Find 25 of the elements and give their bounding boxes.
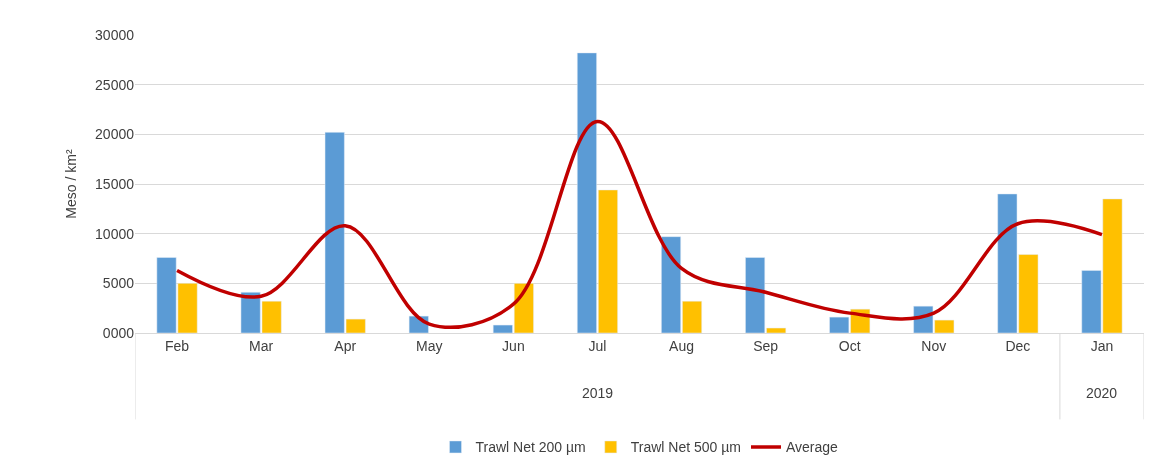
legend-label: Trawl Net 200 µm xyxy=(475,439,586,456)
x-tick-label: Aug xyxy=(669,337,694,354)
y-tick-label: 15000 xyxy=(95,175,135,192)
y-tick-label: 20000 xyxy=(95,126,135,143)
x-tick-label: Oct xyxy=(838,337,861,354)
text: 2020 xyxy=(1086,385,1118,401)
y-tick-label: 0000 xyxy=(102,324,135,341)
x-tick-label: Jul xyxy=(588,337,607,354)
x-tick-label: Jan xyxy=(1090,337,1114,354)
text: 2019 xyxy=(582,385,614,401)
x-tick-label: Apr xyxy=(334,337,357,354)
legend-label: Average xyxy=(786,439,839,456)
y-tick-label: 5000 xyxy=(102,275,135,292)
x-tick-label: Nov xyxy=(921,337,947,354)
x-tick-label: Jun xyxy=(502,337,525,354)
legend-label: Trawl Net 500 µm xyxy=(630,439,741,456)
y-tick-label: 10000 xyxy=(95,225,135,242)
y-tick-label: 25000 xyxy=(95,76,135,93)
x-tick-label: Mar xyxy=(249,337,274,354)
x-tick-label: Dec xyxy=(1005,337,1031,354)
y-tick-label: 30000 xyxy=(95,26,135,43)
x-tick-label: Sep xyxy=(753,337,779,354)
x-tick-label: May xyxy=(416,337,443,354)
x-tick-label: Feb xyxy=(164,337,190,354)
y-axis-title: Meso / km² xyxy=(62,149,79,219)
